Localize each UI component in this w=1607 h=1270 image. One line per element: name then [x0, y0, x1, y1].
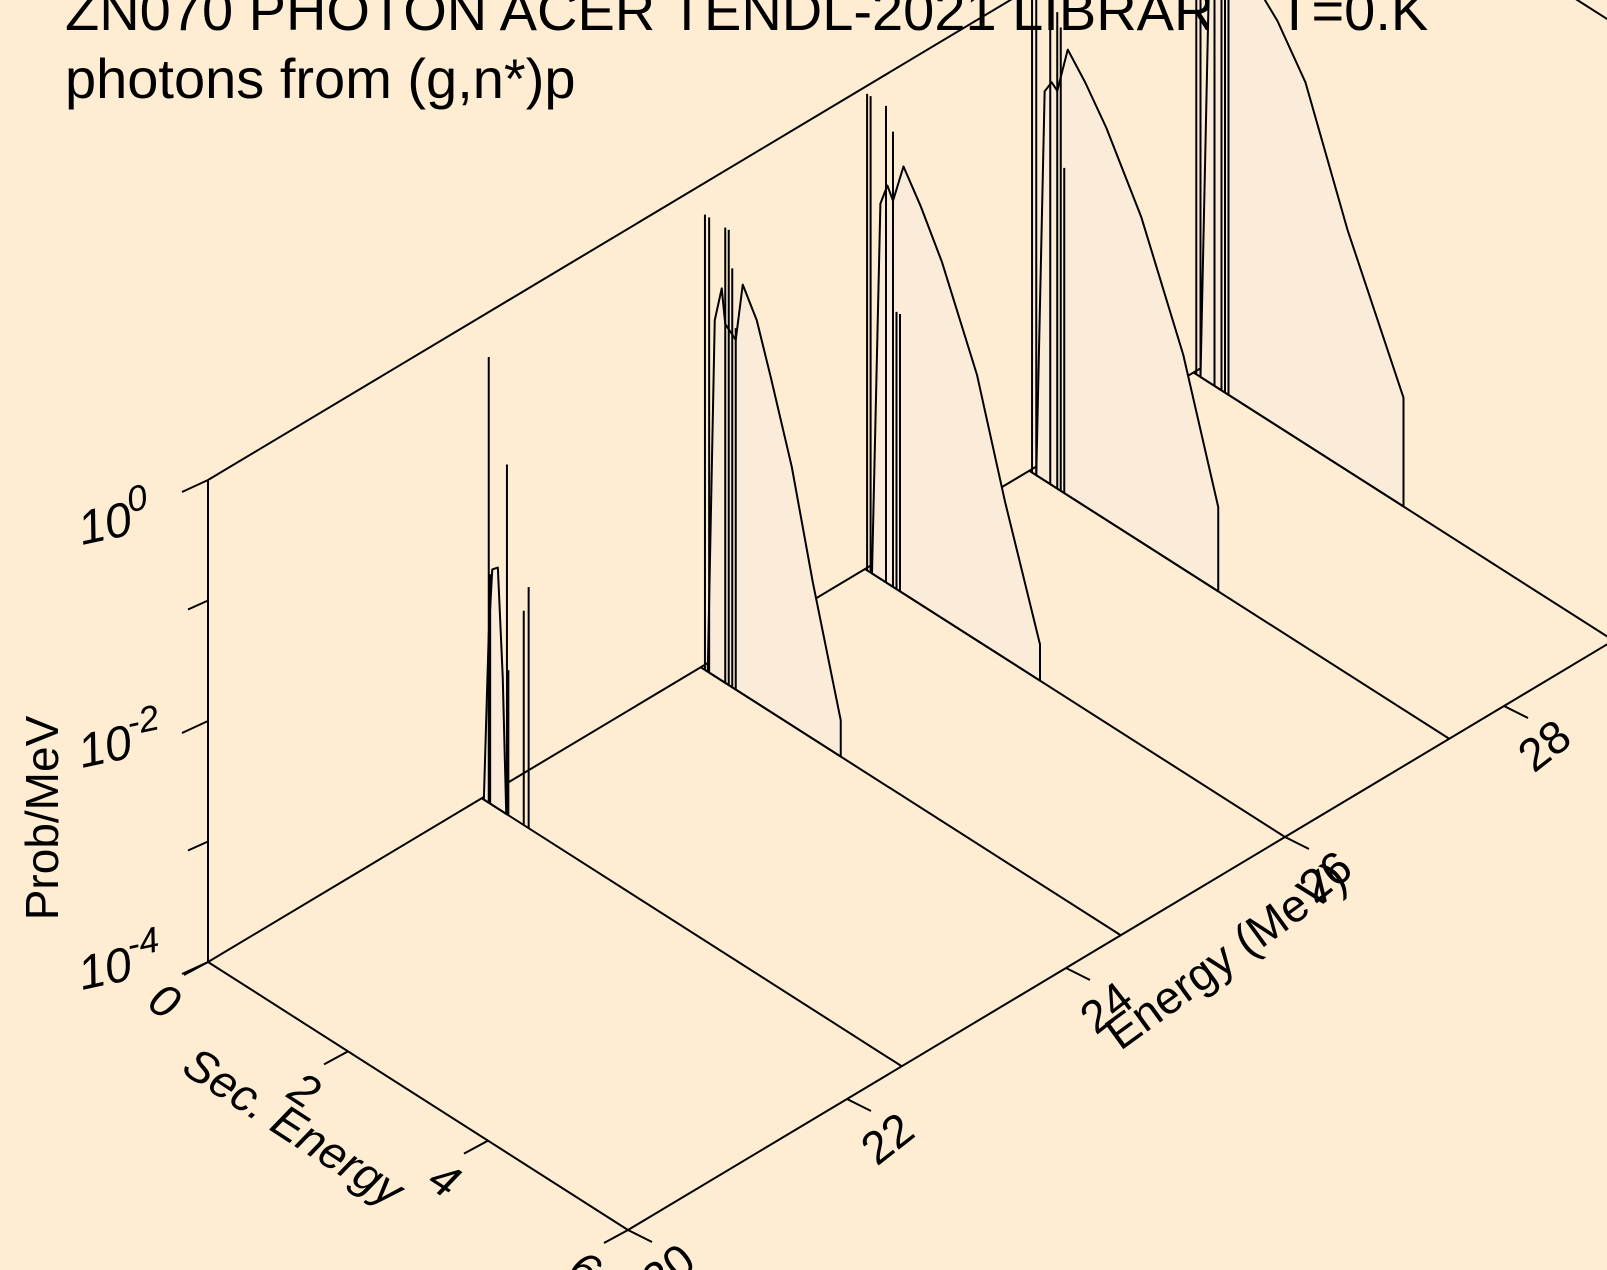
- back-top-edge: [207, 0, 1013, 481]
- series-slice: [1192, 0, 1607, 638]
- baseline: [1028, 469, 1450, 740]
- series-group: [481, 0, 1607, 1068]
- y-tick: [627, 1229, 653, 1243]
- continuum-area: [482, 566, 508, 815]
- chart-subtitle: photons from (g,n*)p: [65, 47, 576, 110]
- series-slice: [481, 356, 903, 1068]
- continuum-area: [1199, 0, 1405, 508]
- right-top-edge: [1575, 0, 1607, 21]
- x-axis-label: Sec. Energy: [174, 1037, 415, 1219]
- series-slice: [864, 93, 1286, 838]
- x-axis-line: [207, 961, 629, 1231]
- x-tick: [463, 1139, 489, 1155]
- z-minor-tick: [187, 840, 209, 852]
- continuum-area: [706, 283, 842, 758]
- y-tick-label: 28: [1508, 709, 1580, 781]
- y-tick-label: 20: [632, 1233, 704, 1270]
- y-tick-label: 22: [851, 1102, 923, 1174]
- x-tick-label: 0: [140, 972, 190, 1030]
- y-tick: [846, 1098, 872, 1112]
- y-tick: [1065, 967, 1091, 981]
- baseline: [481, 797, 903, 1068]
- baseline: [700, 666, 1122, 937]
- x-tick: [323, 1050, 349, 1066]
- baseline: [1192, 371, 1607, 638]
- x-tick-label: 6: [560, 1240, 610, 1270]
- y-axis-label: Energy (MeV): [1096, 851, 1356, 1060]
- z-minor-tick: [187, 599, 209, 611]
- z-tick-label: 10-4: [71, 918, 168, 1000]
- series-slice: [1028, 0, 1450, 740]
- baseline: [864, 568, 1286, 838]
- z-major-tick: [181, 720, 209, 734]
- y-tick: [1284, 836, 1310, 850]
- x-tick-label: 4: [420, 1150, 470, 1208]
- x-tick: [183, 961, 209, 976]
- z-tick-label: 100: [71, 476, 157, 556]
- x-tick: [603, 1229, 629, 1244]
- y-axis-line: [627, 643, 1607, 1231]
- series-slice: [700, 214, 1122, 937]
- y-tick: [1503, 705, 1529, 719]
- z-axis-label: Prob/MeV: [16, 715, 68, 920]
- z-major-tick: [181, 479, 209, 493]
- z-tick-label: 10-2: [71, 696, 168, 778]
